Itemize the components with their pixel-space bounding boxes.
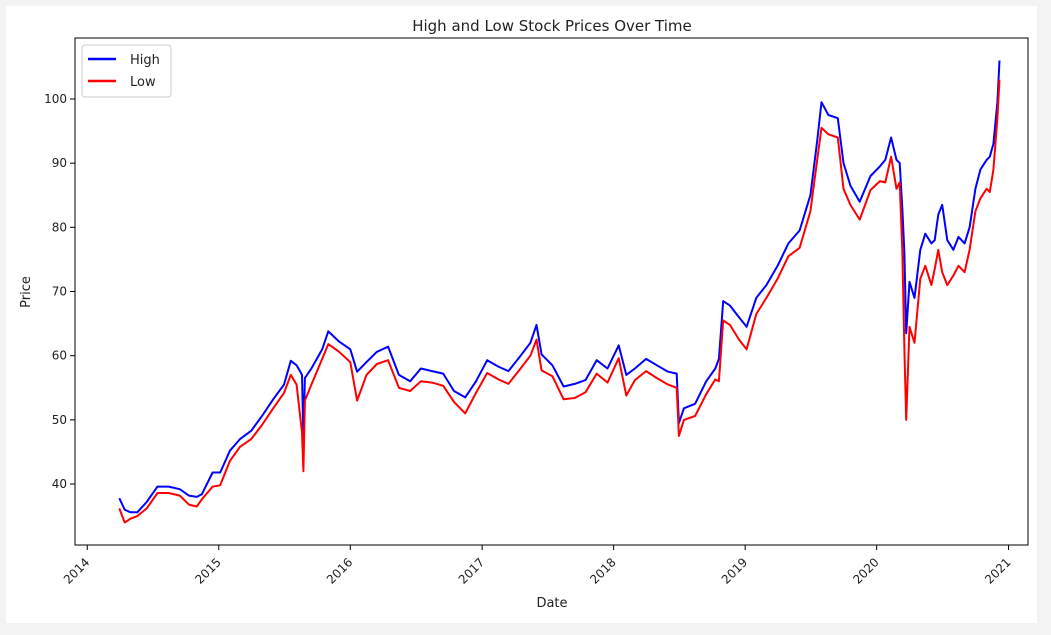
plot-area	[74, 37, 1029, 546]
x-axis-label: Date	[536, 596, 567, 611]
legend-label-low: Low	[130, 75, 156, 90]
x-tick-label-2018: 2018	[587, 555, 618, 586]
y-tick-label-100: 100	[44, 92, 67, 106]
x-tick-label-2016: 2016	[324, 555, 355, 586]
series-line-high	[118, 60, 1001, 514]
series-line-low	[118, 79, 1001, 524]
legend-label-high: High	[130, 53, 160, 68]
y-tick-label-70: 70	[52, 285, 67, 299]
y-tick-label-40: 40	[52, 477, 67, 491]
x-tick-label-2019: 2019	[719, 555, 750, 586]
y-tick-label-50: 50	[52, 413, 67, 427]
chart-frame: High and Low Stock Prices Over Time 40 50…	[6, 6, 1037, 623]
series-layer	[118, 60, 1001, 524]
y-axis: 40 50 60 70 80 90 100	[44, 92, 75, 491]
x-tick-label-2017: 2017	[456, 555, 487, 586]
y-tick-label-90: 90	[52, 156, 67, 170]
y-tick-label-60: 60	[52, 349, 67, 363]
x-tick-label-2021: 2021	[982, 555, 1013, 586]
x-tick-label-2014: 2014	[61, 555, 92, 586]
x-tick-label-2020: 2020	[850, 555, 881, 586]
x-axis: 2014 2015 2016 2017 2018 2019 2020 2021	[61, 545, 1014, 587]
y-axis-label: Price	[19, 276, 34, 308]
line-chart: High and Low Stock Prices Over Time 40 50…	[19, 17, 1029, 611]
x-tick-label-2015: 2015	[192, 555, 223, 586]
y-tick-label-80: 80	[52, 220, 67, 234]
legend: High Low	[81, 44, 172, 98]
chart-title: High and Low Stock Prices Over Time	[412, 17, 692, 35]
